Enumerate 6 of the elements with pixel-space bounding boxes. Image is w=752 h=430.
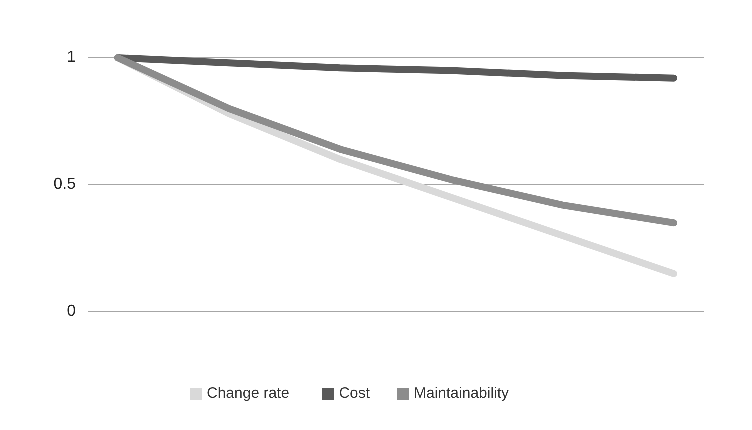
y-tick-label: 0.5 [54,176,76,194]
y-tick-label: 1 [67,49,76,66]
y-tick-label: 0 [67,303,76,320]
legend-label: Change rate [207,384,290,402]
legend-label: Maintainability [414,384,510,402]
legend-label: Cost [339,384,371,402]
